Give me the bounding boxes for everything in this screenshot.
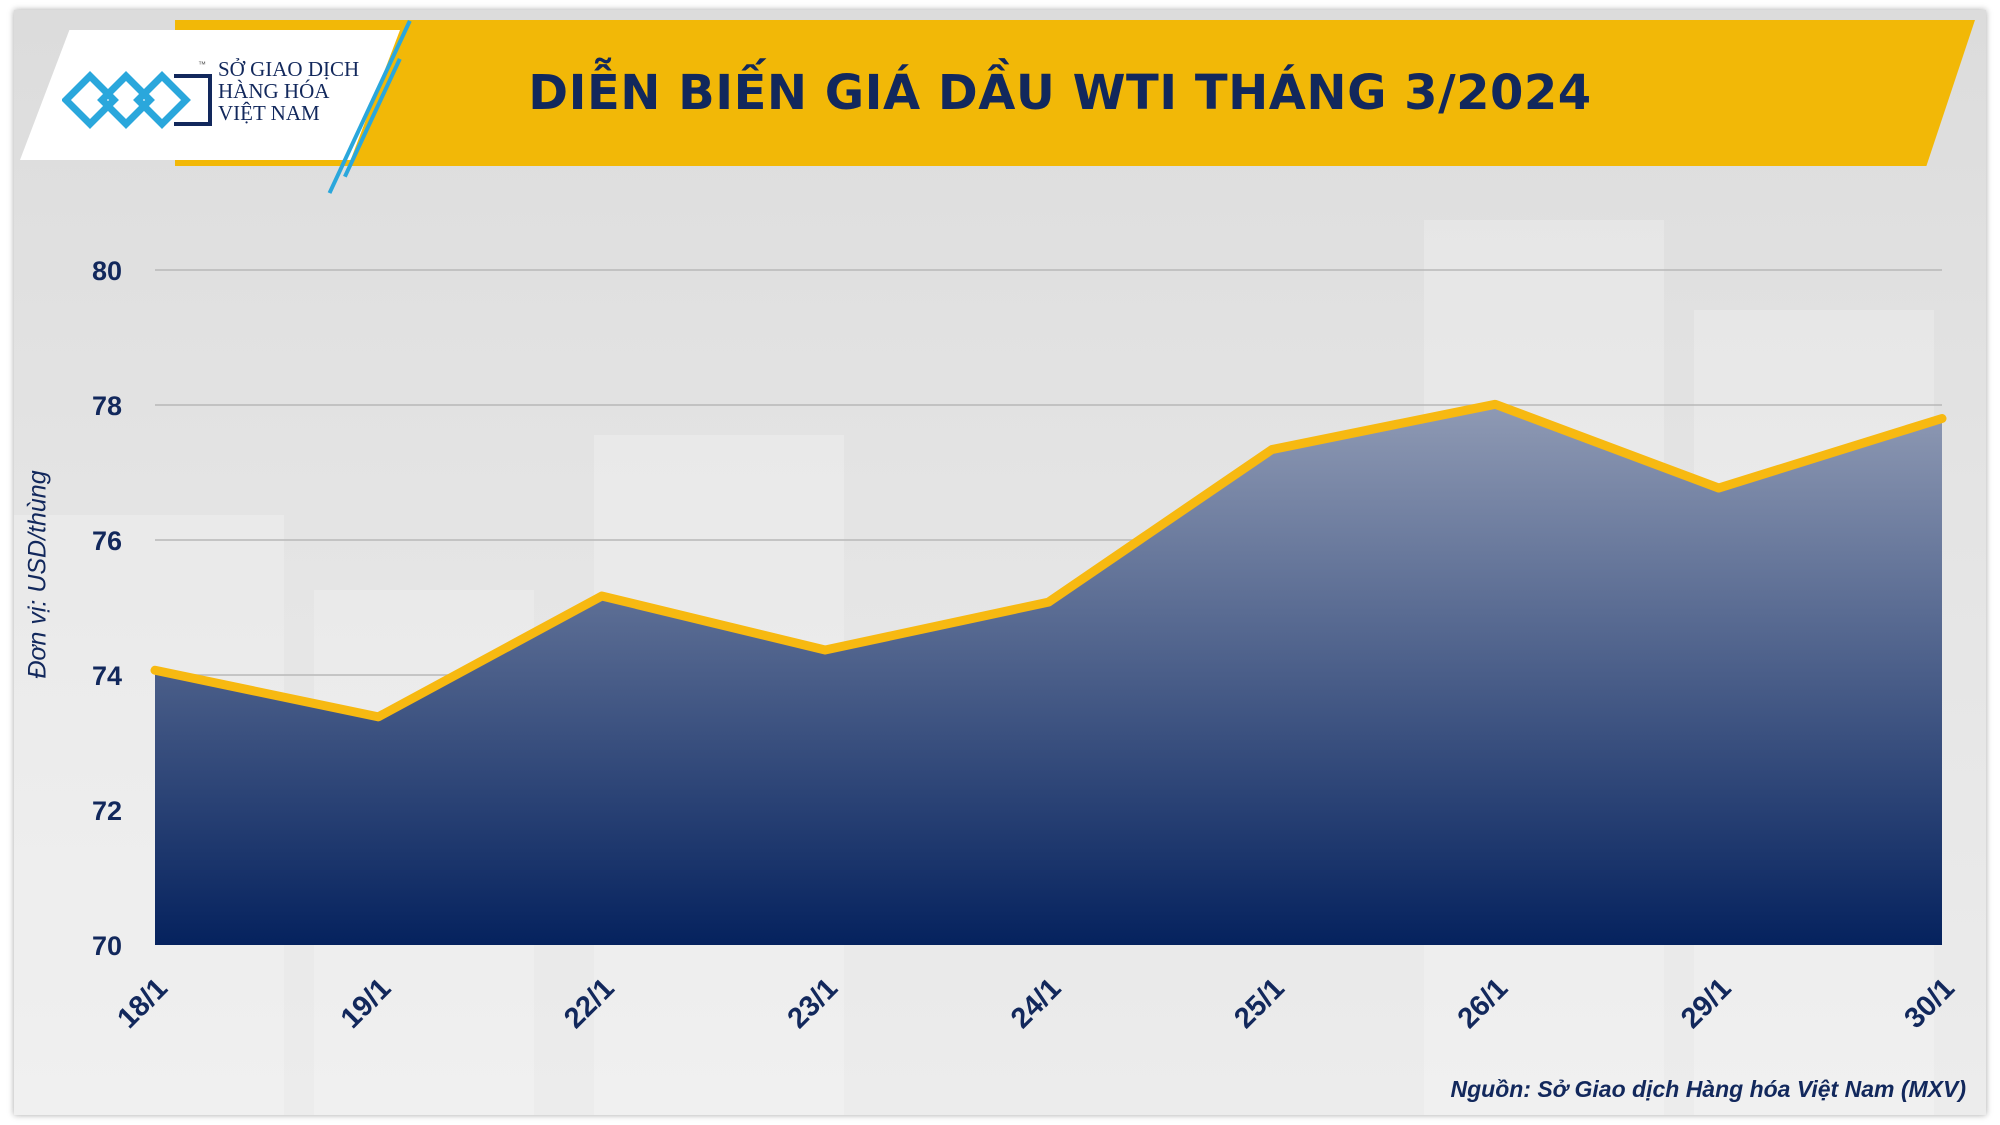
x-tick-label: 23/1 [782, 972, 845, 1035]
x-tick-label: 25/1 [1228, 972, 1291, 1035]
area-layer [150, 399, 1947, 945]
data-point [1493, 402, 1498, 407]
x-tick-label: 24/1 [1005, 972, 1068, 1035]
logo-line-3: VIỆT NAM [218, 101, 320, 125]
area-fill [155, 404, 1942, 945]
x-tick-label: 22/1 [558, 972, 621, 1035]
data-point [823, 648, 828, 653]
data-point [153, 668, 157, 673]
y-axis-label: Đơn vị: USD/thùng [23, 470, 52, 679]
data-point [1269, 447, 1274, 452]
y-tick-label: 80 [92, 256, 122, 286]
x-tick-label: 19/1 [335, 972, 398, 1035]
logo-line-1: SỞ GIAO DỊCH [218, 57, 360, 81]
data-point [1716, 486, 1721, 491]
mxv-logo-icon [62, 71, 212, 129]
x-tick-label: 29/1 [1675, 972, 1738, 1035]
logo-line-2: HÀNG HÓA [218, 79, 330, 103]
y-tick-label: 72 [92, 796, 122, 826]
source-note: Nguồn: Sở Giao dịch Hàng hóa Việt Nam (M… [1450, 1076, 1966, 1102]
y-tick-label: 76 [92, 526, 122, 556]
y-tick-label: 70 [92, 931, 122, 961]
y-axis-ticks: 70 72 74 76 78 80 [92, 256, 122, 961]
y-tick-label: 78 [92, 391, 122, 421]
x-tick-label: 18/1 [111, 972, 174, 1035]
chart-title: DIỄN BIẾN GIÁ DẦU WTI THÁNG 3/2024 [528, 65, 1592, 121]
x-tick-label: 26/1 [1452, 972, 1515, 1035]
data-point [376, 714, 381, 719]
logo-text: SỞ GIAO DỊCH HÀNG HÓA VIỆT NAM [218, 58, 388, 124]
data-point [599, 594, 604, 599]
x-tick-label: 30/1 [1898, 972, 1961, 1035]
x-axis-ticks: 18/1 19/1 22/1 23/1 24/1 25/1 26/1 29/1 30/1 [111, 972, 1961, 1035]
y-tick-label: 74 [92, 661, 122, 691]
data-point [1046, 600, 1051, 605]
logo-trademark: ™ [198, 60, 206, 69]
title-banner [175, 20, 1975, 166]
data-point [1940, 416, 1944, 421]
